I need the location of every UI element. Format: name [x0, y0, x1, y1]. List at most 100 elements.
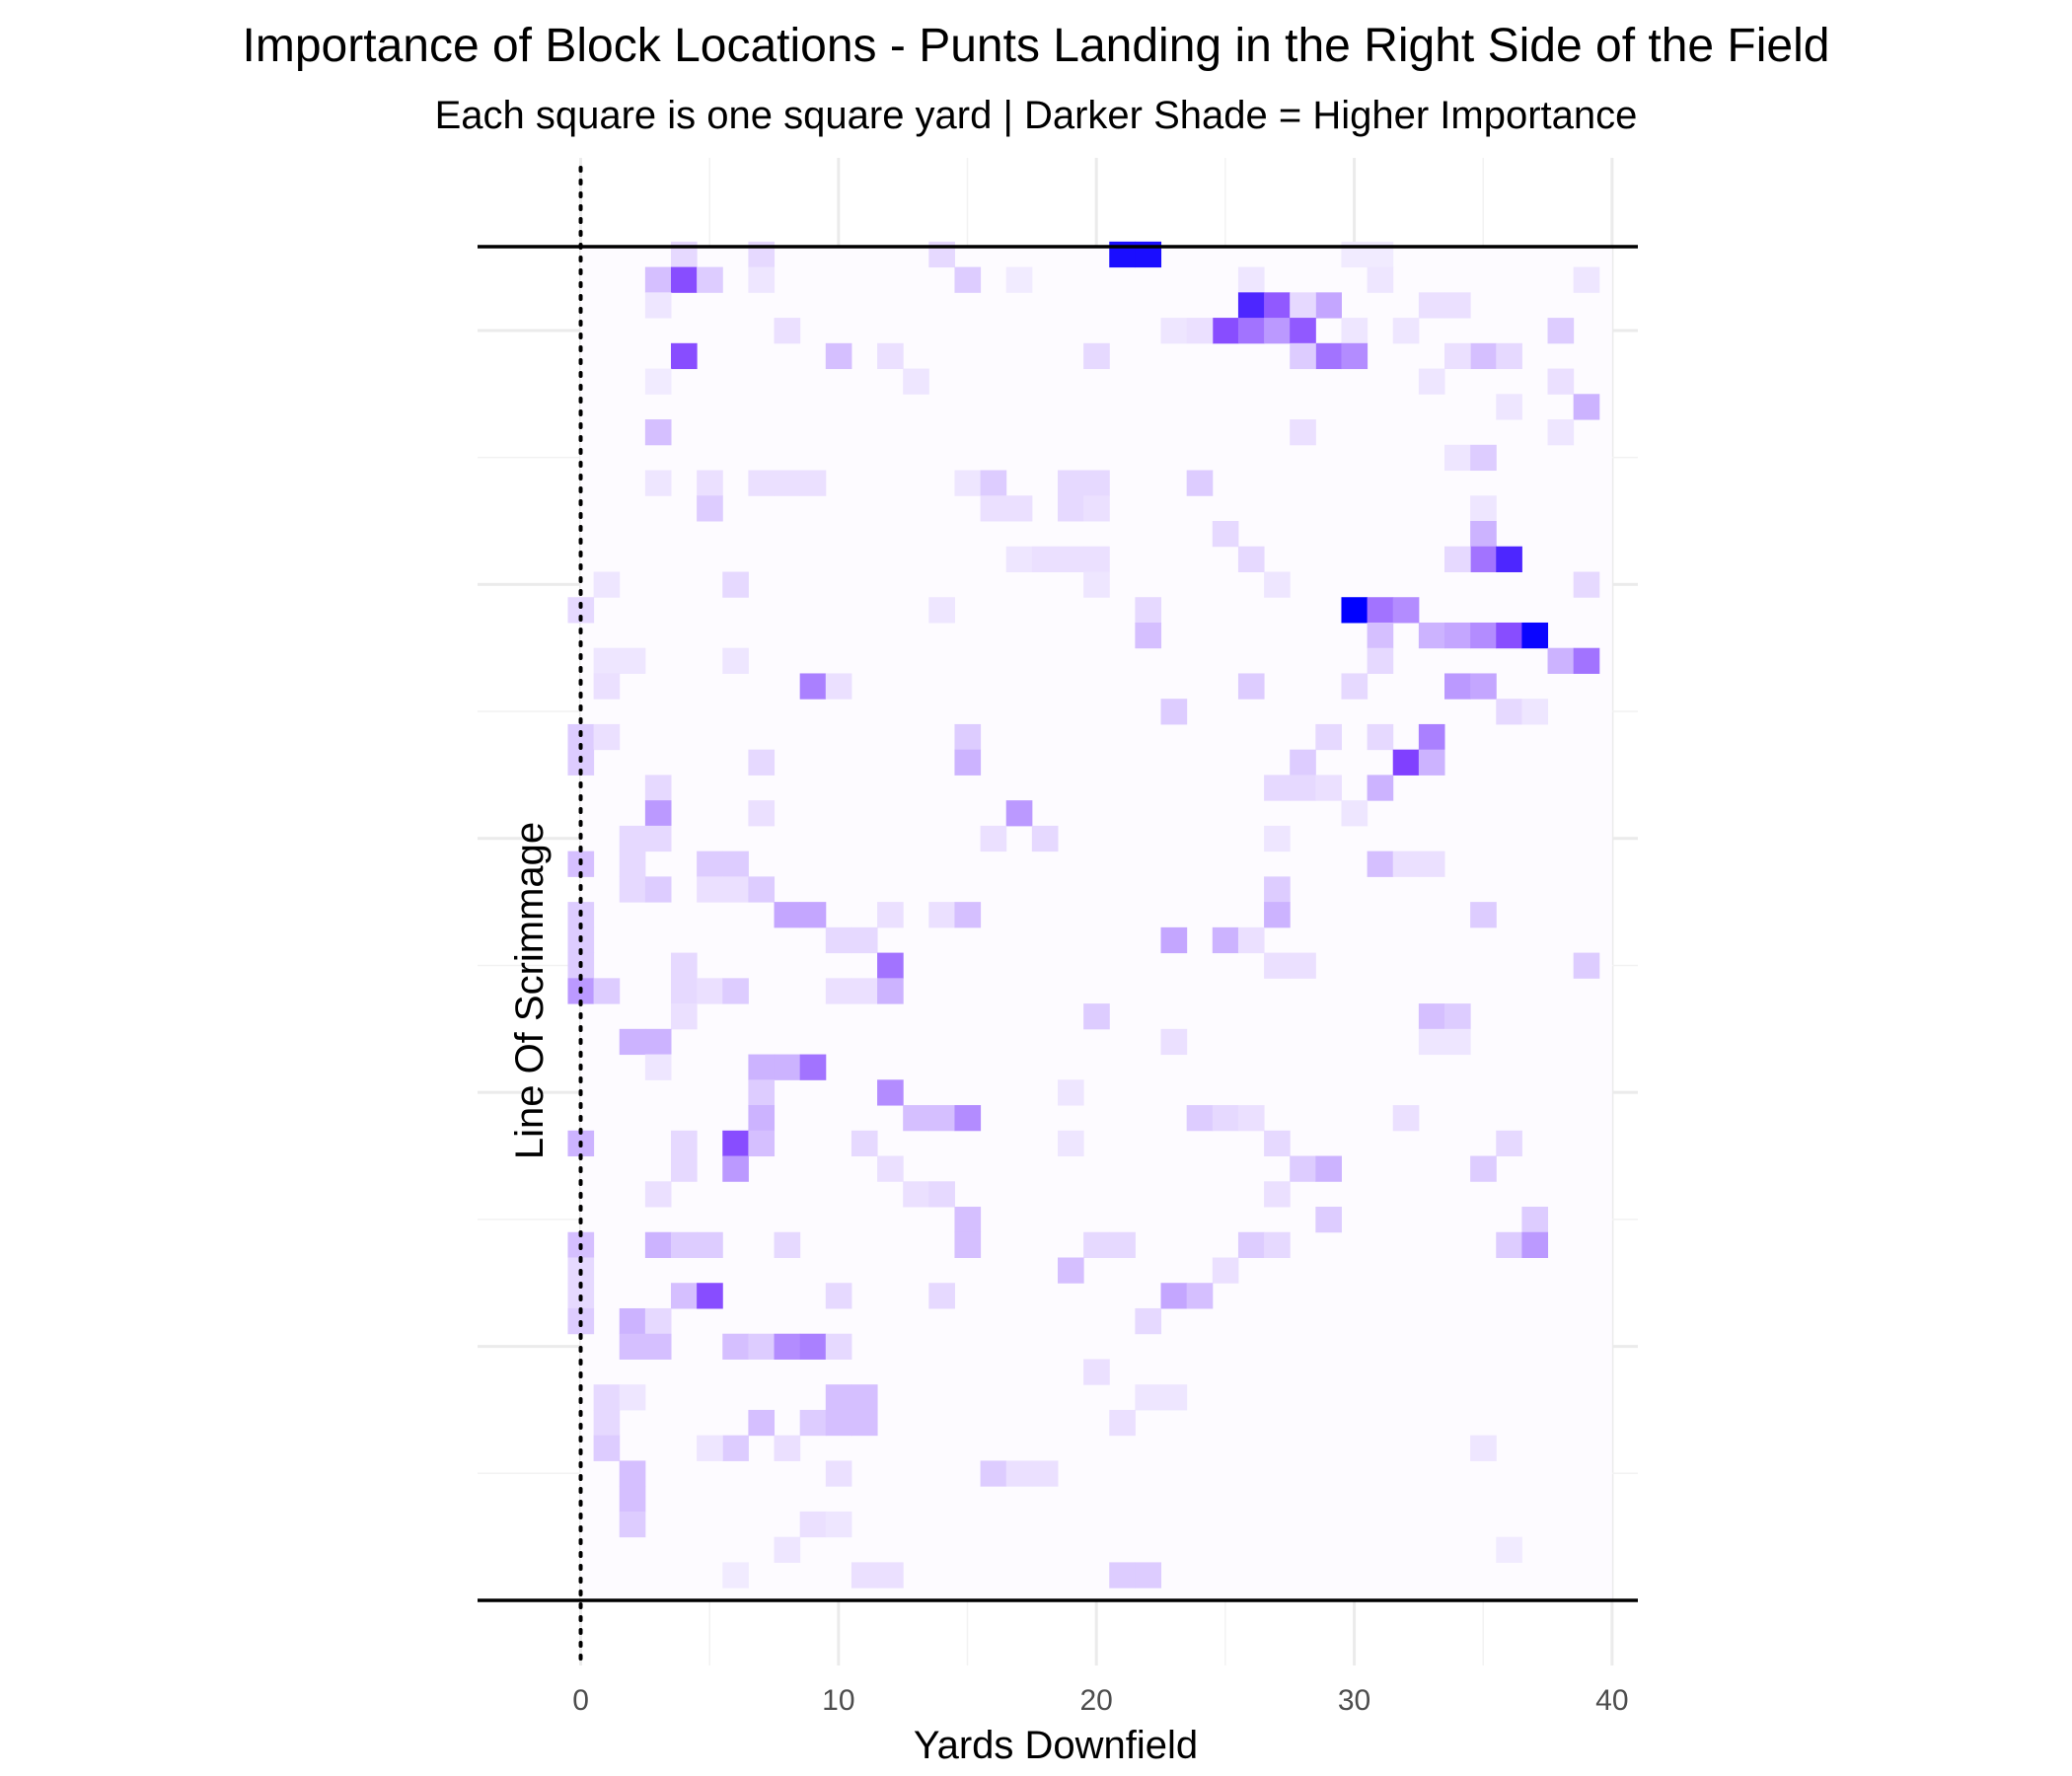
heatmap-cell	[697, 1231, 723, 1258]
heatmap-cell	[1135, 1562, 1162, 1589]
heatmap-cell	[1290, 419, 1316, 446]
heatmap-cell	[644, 368, 672, 395]
heatmap-cell	[1264, 1181, 1291, 1208]
heatmap-cell	[1392, 749, 1420, 776]
heatmap-cell	[851, 1562, 878, 1589]
heatmap-cell	[1547, 368, 1575, 395]
heatmap-cell	[954, 723, 982, 751]
heatmap-cell	[1264, 1231, 1291, 1258]
heatmap-cell	[671, 1155, 698, 1182]
y-axis-title: Line Of Scrimmage	[508, 822, 552, 1159]
heatmap-cell	[799, 902, 827, 928]
heatmap-cell	[1083, 495, 1110, 522]
heatmap-cell	[1418, 622, 1445, 649]
heatmap-cell	[1418, 749, 1445, 776]
heatmap-cell	[1315, 723, 1342, 751]
heatmap-cell	[1237, 673, 1265, 700]
heatmap-cell	[644, 800, 672, 827]
heatmap-cell	[799, 1054, 827, 1080]
heatmap-cell	[1135, 1307, 1162, 1335]
heatmap-cell	[1160, 318, 1188, 344]
heatmap-cell	[1547, 318, 1575, 344]
heatmap-cell	[1135, 1384, 1162, 1411]
heatmap-cell	[1109, 1562, 1136, 1589]
x-tick-label: 0	[572, 1684, 589, 1717]
heatmap-cell	[1290, 292, 1316, 319]
heatmap-cell	[1290, 1155, 1316, 1182]
heatmap-cell	[1573, 266, 1600, 293]
heatmap-cell	[1418, 292, 1445, 319]
heatmap-cell	[1496, 342, 1522, 370]
heatmap-cell	[748, 1105, 776, 1132]
heatmap-cell	[593, 978, 621, 1004]
heatmap-cell	[1005, 1460, 1033, 1487]
heatmap-cell	[774, 1333, 801, 1360]
heatmap-cell	[1135, 622, 1162, 649]
heatmap-cell	[1547, 419, 1575, 446]
heatmap-cell	[748, 1130, 776, 1157]
heatmap-cell	[1315, 775, 1342, 801]
heatmap-cell	[774, 318, 801, 344]
heatmap-cell	[593, 723, 621, 751]
heatmap-cell	[644, 825, 672, 852]
heatmap-cell	[799, 470, 827, 496]
heatmap-cell	[1058, 546, 1084, 572]
heatmap-cell	[748, 1054, 776, 1080]
heatmap-cell	[799, 1511, 827, 1538]
heatmap-cell	[1444, 673, 1471, 700]
heatmap-cell	[825, 978, 852, 1004]
heatmap-cell	[697, 495, 723, 522]
heatmap-cell	[1058, 1257, 1084, 1284]
heatmap-cell	[1109, 1231, 1136, 1258]
x-tick-label: 40	[1595, 1684, 1628, 1717]
heatmap-cell	[825, 1283, 852, 1309]
heatmap-cell	[980, 825, 1007, 852]
heatmap-cell	[774, 1536, 801, 1563]
heatmap-cell	[644, 470, 672, 496]
heatmap-cell	[954, 470, 982, 496]
heatmap-cell	[1521, 622, 1549, 649]
heatmap-cell	[877, 952, 904, 979]
heatmap-cell	[1418, 1028, 1445, 1056]
heatmap-cell	[1264, 825, 1291, 852]
heatmap-cell	[1496, 1231, 1522, 1258]
heatmap-cell	[722, 571, 749, 598]
heatmap-cell	[851, 978, 878, 1004]
heatmap-cell	[722, 851, 749, 877]
heatmap-cell	[1470, 444, 1497, 472]
heatmap-cell	[1418, 1003, 1445, 1030]
heatmap-cell	[1315, 342, 1342, 370]
heatmap-cell	[954, 1105, 982, 1132]
heatmap-cell	[980, 495, 1007, 522]
heatmap-cell	[1160, 926, 1188, 954]
heatmap-cell	[825, 1511, 852, 1538]
heatmap-cell	[1031, 1460, 1059, 1487]
heatmap-cell	[1005, 495, 1033, 522]
heatmap-cell	[697, 266, 723, 293]
heatmap-cell	[851, 1130, 878, 1157]
heatmap-cell	[644, 1307, 672, 1335]
heatmap-cell	[1341, 597, 1369, 624]
heatmap-cell	[1160, 699, 1188, 725]
heatmap-cell	[1367, 723, 1394, 751]
heatmap-cell	[593, 571, 621, 598]
heatmap-cell	[1367, 775, 1394, 801]
heatmap-cell	[1083, 571, 1110, 598]
heatmap-cell	[1290, 775, 1316, 801]
heatmap-cell	[1315, 292, 1342, 319]
heatmap-cell	[748, 470, 776, 496]
heatmap-cell	[722, 1155, 749, 1182]
heatmap-cell	[697, 1435, 723, 1461]
heatmap-cell	[619, 1486, 646, 1513]
heatmap-cell	[1083, 546, 1110, 572]
heatmap-cell	[928, 597, 955, 624]
heatmap-cell	[644, 292, 672, 319]
heatmap-cell	[619, 851, 646, 877]
heatmap-cell	[1573, 952, 1600, 979]
heatmap-cell	[903, 368, 929, 395]
heatmap-cell	[671, 266, 698, 293]
heatmap-cell	[748, 266, 776, 293]
heatmap-cells	[567, 241, 1612, 1600]
heatmap-cell	[1367, 647, 1394, 674]
